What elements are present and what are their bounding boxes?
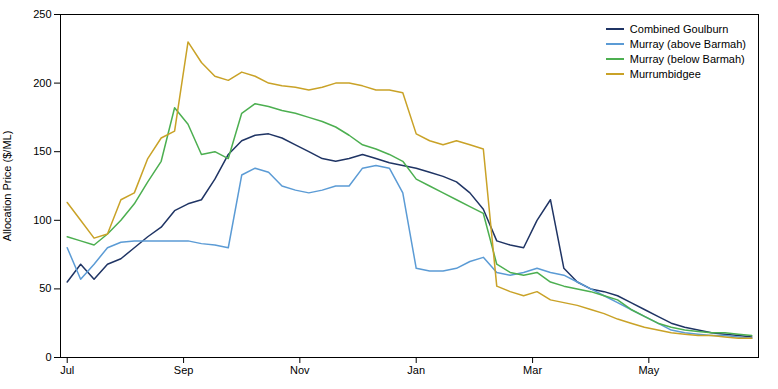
svg-text:Sep: Sep [174,364,194,376]
svg-text:250: 250 [33,8,51,20]
html-text:Murrumbidgee: Murrumbidgee [629,67,701,80]
html-text:Murray (below Barmah): Murray (below Barmah) [629,52,745,65]
svg-text:May: May [638,364,659,376]
svg-text:0: 0 [45,351,51,363]
html-text:Murray (above Barmah): Murray (above Barmah) [629,37,746,50]
svg-text:150: 150 [33,145,51,157]
svg-text:Jan: Jan [407,364,425,376]
svg-text:Jul: Jul [60,364,74,376]
svg-text:Allocation Price ($/ML): Allocation Price ($/ML) [1,131,13,242]
svg-text:50: 50 [39,282,51,294]
svg-text:100: 100 [33,214,51,226]
svg-text:Mar: Mar [523,364,542,376]
html-text:Combined Goulburn: Combined Goulburn [629,23,729,35]
svg-text:Nov: Nov [290,364,310,376]
svg-text:200: 200 [33,77,51,89]
